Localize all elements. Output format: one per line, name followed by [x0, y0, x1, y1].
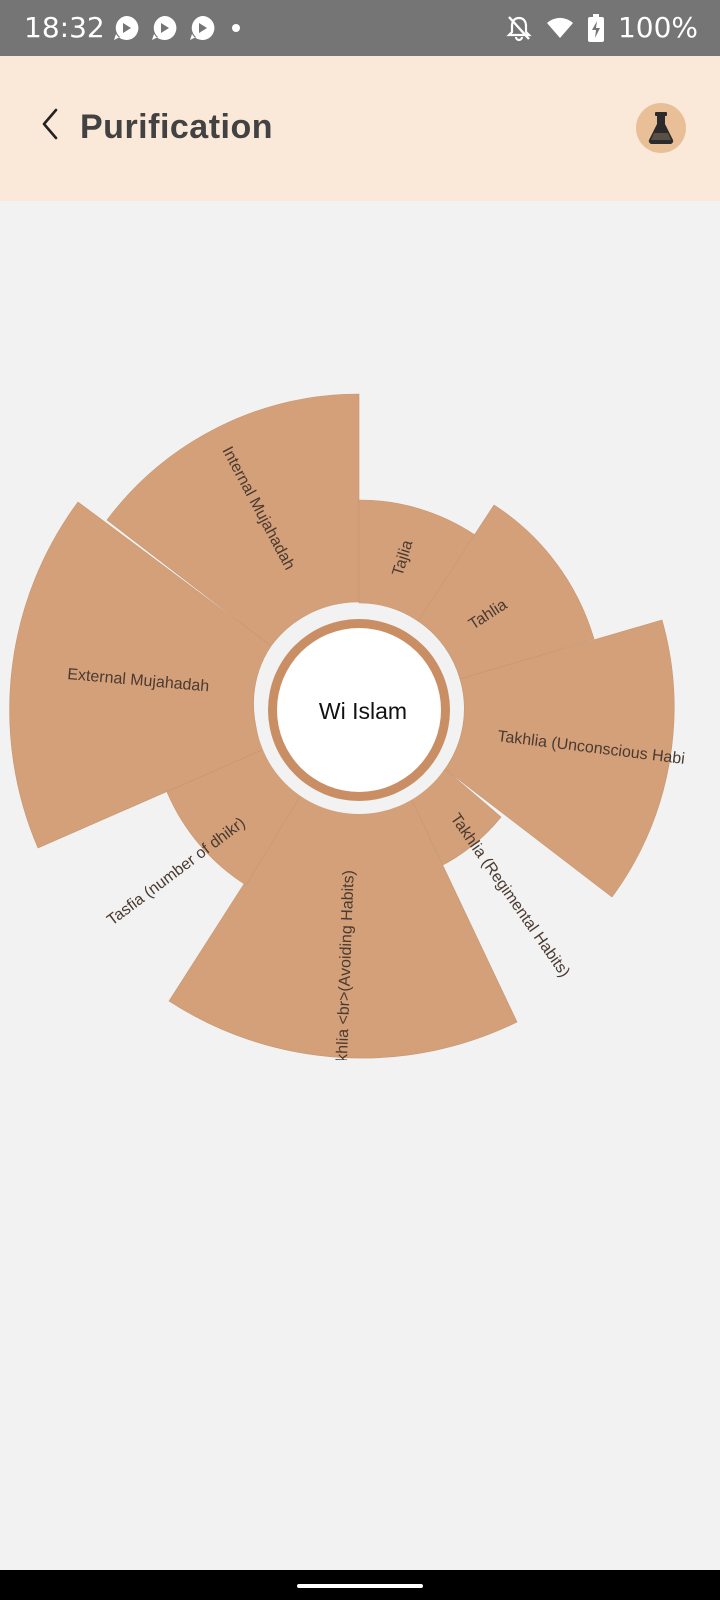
wheel-center[interactable]: Wi Islam — [255, 606, 463, 814]
lab-button[interactable] — [636, 103, 686, 153]
app-header: Purification — [0, 56, 720, 201]
segment-tahlia[interactable] — [417, 504, 595, 680]
wheel-segments — [9, 393, 675, 1059]
segment-internal-mujahadah[interactable] — [106, 393, 360, 647]
chevron-left-icon — [42, 108, 58, 140]
play-notification-icon — [152, 15, 177, 40]
flask-icon — [648, 112, 674, 145]
system-nav-bar — [0, 1570, 720, 1600]
dot-icon — [232, 24, 240, 32]
play-notification-icon — [114, 15, 139, 40]
center-label: Wi Islam — [319, 698, 407, 724]
play-notification-icon — [190, 15, 215, 40]
status-bar: 18:32 100% — [0, 0, 720, 56]
notification-icons — [112, 14, 246, 42]
wifi-icon — [546, 17, 573, 38]
battery-level: 100% — [617, 11, 698, 44]
page-title: Purification — [80, 108, 274, 146]
segment-label: khlia <br>(Avoiding Habits) — [334, 870, 358, 1060]
home-handle[interactable] — [297, 1584, 423, 1588]
system-icons: 100% — [506, 12, 698, 44]
back-button[interactable] — [30, 100, 70, 148]
purification-wheel: Internal Mujahadah Tajlia Tahlia Takhlia… — [9, 393, 686, 1060]
bell-off-icon — [506, 16, 532, 42]
status-time: 18:32 — [24, 11, 105, 44]
segment-external-mujahadah[interactable] — [9, 501, 272, 849]
battery-charging-icon — [587, 14, 604, 42]
segment-takhlia-unconscious-habits[interactable] — [444, 619, 675, 898]
